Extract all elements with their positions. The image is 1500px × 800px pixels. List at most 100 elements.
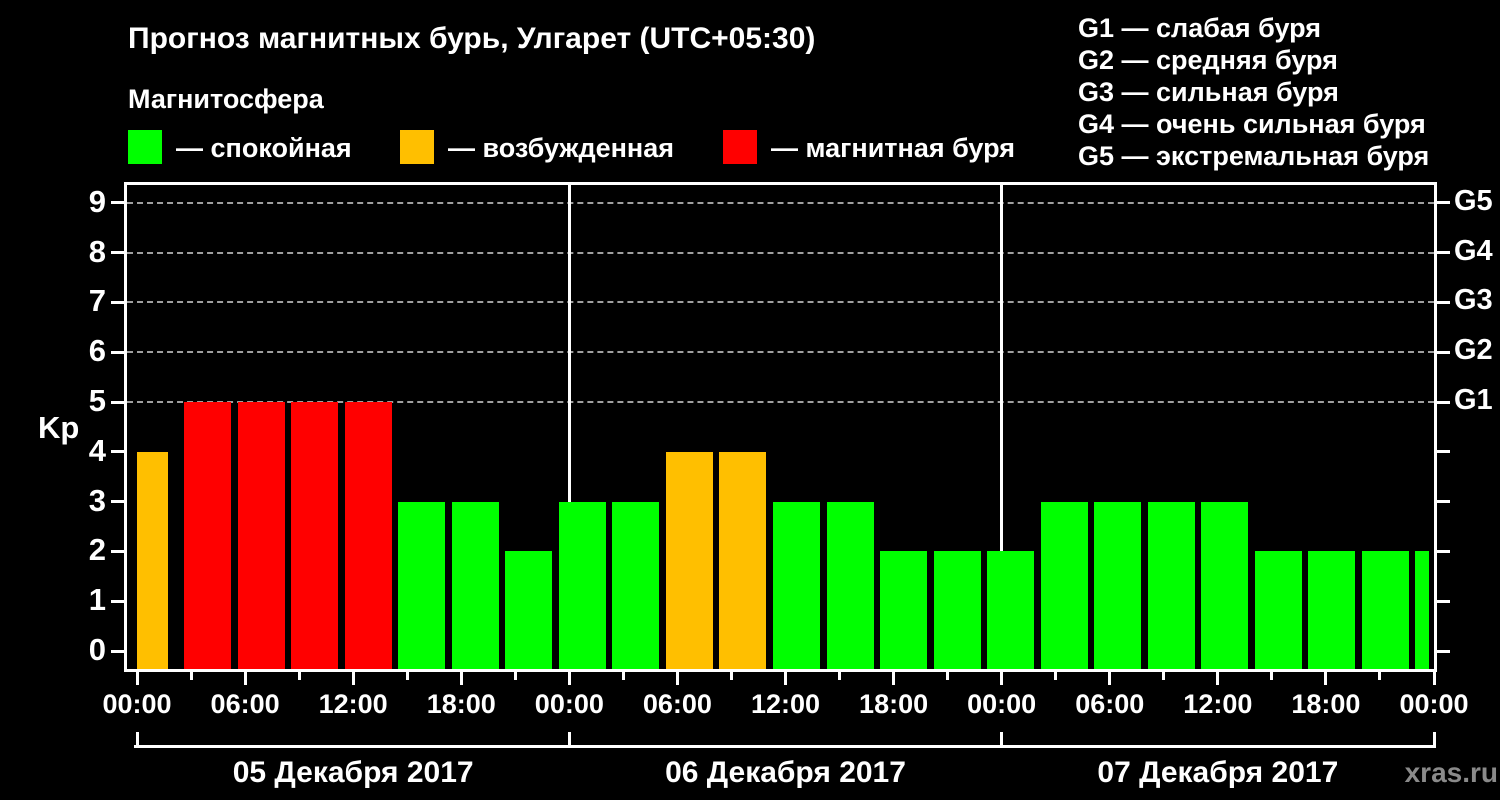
kp-bar — [1415, 551, 1430, 669]
legend-label-storm: — магнитная буря — [771, 133, 1015, 163]
x-axis-major-tick — [351, 672, 355, 685]
right-axis-tick — [1437, 649, 1450, 653]
x-axis-tick-label: 12:00 — [318, 689, 388, 719]
y-axis-tick — [111, 400, 124, 404]
magnetosphere-legend-heading: Магнитосфера — [128, 84, 324, 114]
gridline-dashed-kp8 — [127, 251, 1434, 254]
kp-bar — [237, 402, 285, 669]
kp-bar — [505, 551, 553, 669]
kp-bar — [451, 501, 499, 669]
g-scale-legend: G1 — слабая буря G2 — средняя буря G3 — си… — [1078, 12, 1429, 172]
x-axis-minor-tick — [621, 672, 625, 680]
legend-label-quiet: — спокойная — [176, 133, 352, 163]
y-axis-tick-label: 2 — [88, 532, 106, 568]
y-axis-tick-label: 8 — [88, 233, 106, 269]
date-label: 05 Декабря 2017 — [232, 756, 474, 789]
legend-swatch-excited — [400, 130, 434, 164]
g-scale-legend-item: G4 — очень сильная буря — [1078, 109, 1426, 139]
x-axis-tick-label: 12:00 — [750, 689, 821, 719]
kp-bar — [933, 551, 981, 669]
x-axis-tick-label: 06:00 — [642, 689, 712, 719]
date-bracket-tick — [1432, 732, 1436, 746]
y-axis-tick — [111, 300, 124, 304]
x-axis-major-tick — [1108, 672, 1112, 685]
x-axis-major-tick — [243, 672, 247, 685]
x-axis-tick-label: 18:00 — [1291, 689, 1361, 719]
kp-bar-chart — [124, 182, 1437, 672]
x-axis-major-tick — [567, 672, 571, 685]
x-axis-major-tick — [675, 672, 679, 685]
watermark: xras.ru — [1404, 757, 1498, 788]
kp-bar — [826, 501, 874, 669]
right-axis-tick — [1437, 500, 1450, 504]
x-axis-tick-label: 18:00 — [426, 689, 496, 719]
g-scale-legend-item: G2 — средняя буря — [1078, 45, 1338, 75]
date-bracket-line — [134, 745, 1436, 748]
x-axis-major-tick — [1000, 672, 1004, 685]
kp-bar — [1201, 501, 1249, 669]
date-bracket-tick — [135, 732, 139, 746]
y-axis-tick-label: 0 — [88, 632, 106, 667]
right-axis-g-label: G4 — [1454, 234, 1493, 267]
x-axis-tick-label: 00:00 — [967, 689, 1037, 719]
g-scale-legend-item: G1 — слабая буря — [1078, 13, 1322, 43]
x-axis-major-tick — [892, 672, 896, 685]
kp-bar — [987, 551, 1035, 669]
kp-bar — [398, 501, 446, 669]
kp-bar — [137, 451, 168, 669]
right-axis-tick — [1437, 300, 1450, 304]
x-axis-tick-label: 12:00 — [1183, 689, 1253, 719]
y-axis-tick — [111, 500, 124, 504]
x-axis-tick-label: 00:00 — [1399, 689, 1469, 719]
x-axis-minor-tick — [297, 672, 301, 680]
y-axis-tick-label: 6 — [88, 333, 106, 369]
x-axis-minor-tick — [189, 672, 193, 680]
x-axis-tick-label: 00:00 — [534, 689, 604, 719]
x-axis-tick-label: 18:00 — [859, 689, 929, 719]
y-axis-tick-label: 1 — [88, 582, 106, 618]
kp-bar — [1308, 551, 1356, 669]
right-axis-tick — [1437, 599, 1450, 603]
right-axis-tick — [1437, 201, 1450, 205]
date-label: 06 Декабря 2017 — [665, 756, 906, 789]
date-bracket-tick — [567, 732, 571, 746]
right-axis-tick — [1437, 450, 1450, 454]
x-axis-minor-tick — [1378, 672, 1382, 680]
x-axis-minor-tick — [838, 672, 842, 680]
kp-bar — [184, 402, 232, 669]
kp-bar — [665, 451, 713, 669]
y-axis-tick — [111, 599, 124, 603]
gridline-dashed-kp6 — [127, 351, 1434, 354]
kp-bar — [558, 501, 606, 669]
kp-bar — [1361, 551, 1409, 669]
right-axis-tick — [1437, 400, 1450, 404]
y-axis-tick — [111, 251, 124, 255]
right-axis-tick — [1437, 251, 1450, 255]
x-axis-tick-label: 06:00 — [210, 689, 280, 719]
right-axis-g-label: G3 — [1454, 284, 1493, 317]
day-separator-line — [1000, 185, 1004, 669]
x-axis-tick-label: 06:00 — [1075, 689, 1145, 719]
g-scale-legend-item: G5 — экстремальная буря — [1078, 141, 1430, 171]
x-axis-minor-tick — [405, 672, 409, 680]
plot-area — [127, 185, 1434, 669]
x-axis-major-tick — [1216, 672, 1220, 685]
right-axis-g-label: G5 — [1454, 184, 1493, 217]
y-axis-title: Kp — [38, 410, 80, 445]
y-axis-tick-label: 3 — [88, 482, 106, 518]
x-axis-major-tick — [784, 672, 787, 685]
kp-bar — [1147, 501, 1195, 669]
legend-swatch-storm — [723, 130, 757, 164]
y-axis-tick — [111, 350, 124, 354]
x-axis-minor-tick — [513, 672, 517, 680]
kp-bar — [1254, 551, 1302, 669]
kp-bar — [880, 551, 928, 669]
gridline-dashed-kp9 — [127, 201, 1434, 204]
date-bracket-tick — [1000, 732, 1004, 746]
right-axis-tick — [1437, 350, 1450, 354]
day-separator-line — [567, 185, 571, 669]
kp-bar — [719, 451, 767, 669]
y-axis-tick — [111, 649, 124, 653]
x-axis-major-tick — [135, 672, 139, 685]
